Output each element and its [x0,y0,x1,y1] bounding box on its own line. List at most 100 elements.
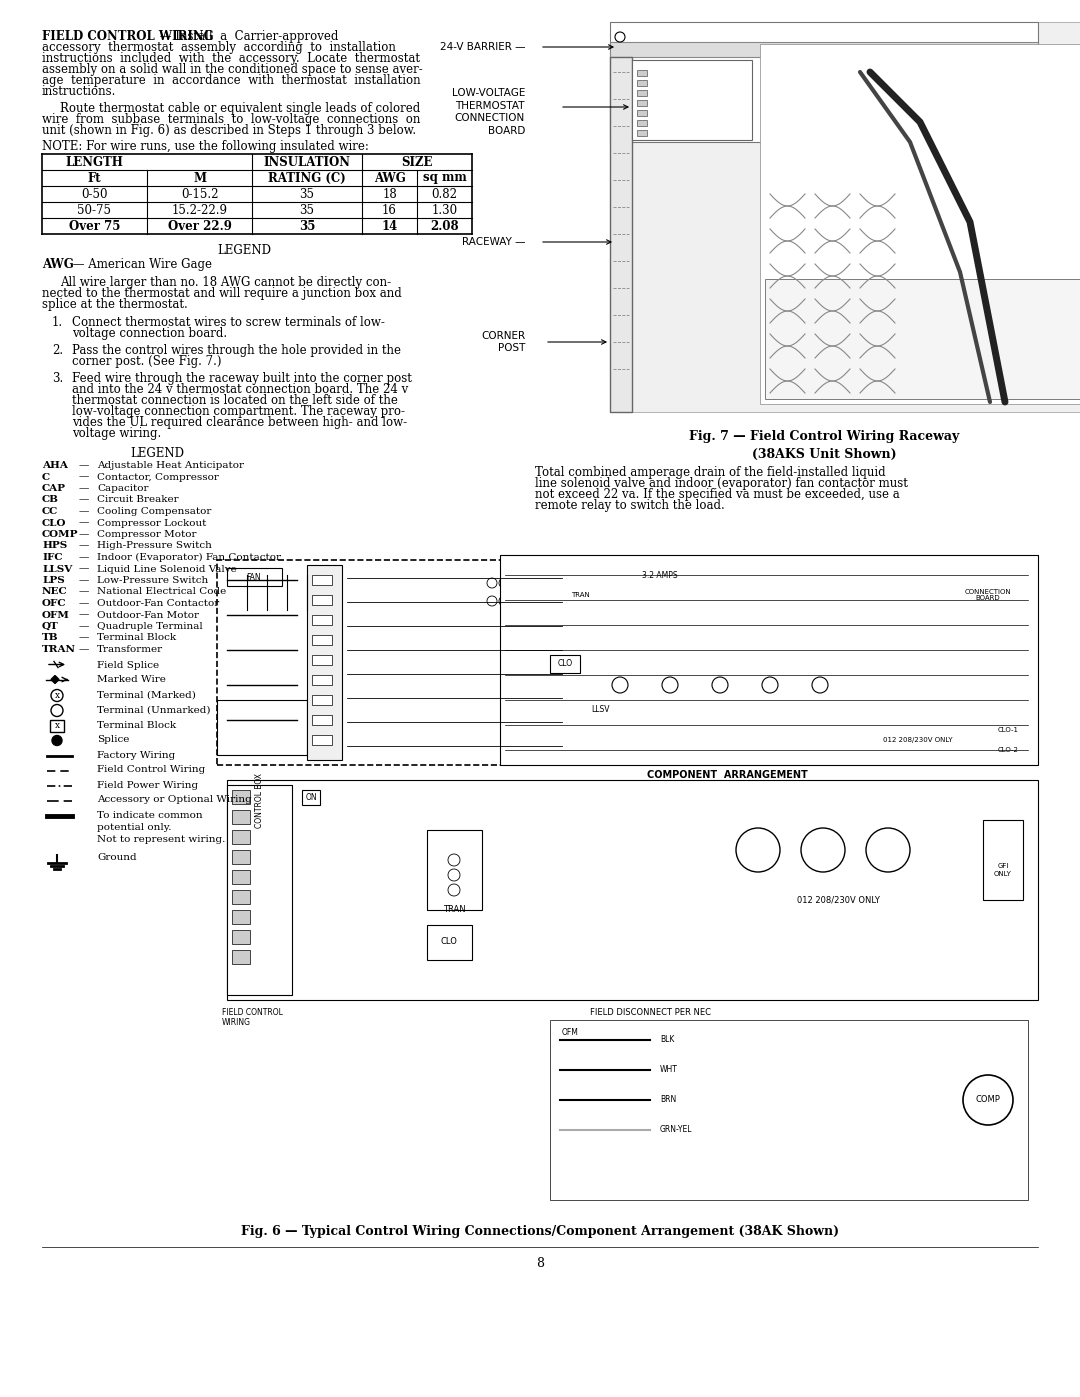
Text: 16: 16 [382,204,397,217]
Bar [550,655,580,673]
Bar [610,42,1038,57]
Bar [637,89,647,96]
Text: LOW-VOLTAGE
THERMOSTAT
CONNECTION
BOARD: LOW-VOLTAGE THERMOSTAT CONNECTION BOARD [451,88,525,136]
Text: vides the UL required clearance between high- and low-: vides the UL required clearance between … [72,416,407,429]
Text: Contactor, Compressor: Contactor, Compressor [97,472,219,482]
Text: RATING (C): RATING (C) [268,172,346,184]
Text: BRN: BRN [660,1095,676,1105]
Text: Terminal (Unmarked): Terminal (Unmarked) [97,705,211,714]
Text: Accessory or Optional Wiring: Accessory or Optional Wiring [97,795,252,805]
Text: LEGEND: LEGEND [130,447,184,460]
Text: —: — [79,553,90,562]
Text: —: — [79,622,90,631]
Text: To indicate common: To indicate common [97,810,203,820]
Text: AHA: AHA [42,461,68,469]
Text: Ground: Ground [97,852,137,862]
Text: Transformer: Transformer [97,645,163,654]
Text: LENGTH: LENGTH [66,155,123,169]
Bar [312,715,332,725]
Text: —: — [79,496,90,504]
Text: AWG: AWG [42,258,73,271]
Bar [312,655,332,665]
Bar [232,810,249,824]
Text: CB: CB [42,496,59,504]
Bar [637,110,647,116]
Text: 012 208/230V ONLY: 012 208/230V ONLY [797,895,879,904]
Bar [232,909,249,923]
Text: CAP: CAP [42,483,66,493]
Text: CLO-1: CLO-1 [998,726,1018,733]
Text: instructions  included  with  the  accessory.  Locate  thermostat: instructions included with the accessory… [42,52,420,66]
Text: Connect thermostat wires to screw terminals of low-: Connect thermostat wires to screw termin… [72,316,384,330]
Text: voltage wiring.: voltage wiring. [72,427,161,440]
Text: FIELD DISCONNECT PER NEC: FIELD DISCONNECT PER NEC [590,1009,711,1017]
Bar [312,694,332,705]
Circle shape [615,32,625,42]
Text: — American Wire Gage: — American Wire Gage [69,258,212,271]
Text: not exceed 22 va. If the specified va must be exceeded, use a: not exceed 22 va. If the specified va mu… [535,488,900,502]
Bar [312,576,332,585]
Text: CONNECTION
BOARD: CONNECTION BOARD [964,588,1011,602]
Text: accessory  thermostat  assembly  according  to  installation: accessory thermostat assembly according … [42,41,396,54]
Text: 8: 8 [536,1257,544,1270]
Bar [307,564,342,760]
Text: M: M [193,172,206,184]
Text: 0-15.2: 0-15.2 [180,187,218,201]
Text: CORNER
POST: CORNER POST [481,331,525,353]
Bar [632,60,752,140]
Text: low-voltage connection compartment. The raceway pro-: low-voltage connection compartment. The … [72,405,405,418]
Text: Circuit Breaker: Circuit Breaker [97,496,178,504]
Text: Over 75: Over 75 [69,219,120,232]
Text: QT: QT [42,622,58,631]
Text: 3.: 3. [52,372,64,386]
Text: INSULATION: INSULATION [264,155,351,169]
Text: AWG: AWG [374,172,405,184]
Text: TRAN: TRAN [42,645,76,654]
Text: ON: ON [306,792,316,802]
Text: —: — [79,483,90,493]
Text: 35: 35 [299,219,315,232]
Text: CLO-2: CLO-2 [998,747,1018,753]
Text: Route thermostat cable or equivalent single leads of colored: Route thermostat cable or equivalent sin… [60,102,420,115]
Text: CLO: CLO [557,659,572,669]
Text: 35: 35 [299,187,314,201]
Bar [312,675,332,685]
Text: x: x [54,721,59,731]
Text: remote relay to switch the load.: remote relay to switch the load. [535,499,725,511]
Text: 2.08: 2.08 [430,219,459,232]
Text: unit (shown in Fig. 6) as described in Steps 1 through 3 below.: unit (shown in Fig. 6) as described in S… [42,124,416,137]
Text: Indoor (Evaporator) Fan Contactor: Indoor (Evaporator) Fan Contactor [97,553,281,562]
Text: Terminal Block: Terminal Block [97,721,176,729]
Text: 35: 35 [299,204,314,217]
Text: CC: CC [42,507,58,515]
Text: splice at the thermostat.: splice at the thermostat. [42,298,188,312]
Text: Field Power Wiring: Field Power Wiring [97,781,198,789]
Text: —: — [79,507,90,515]
Text: Cooling Compensator: Cooling Compensator [97,507,212,515]
Bar [312,615,332,624]
Text: BLK: BLK [660,1035,674,1045]
Text: 3.2 AMPS: 3.2 AMPS [643,570,678,580]
Text: 0-50: 0-50 [81,187,108,201]
Bar [232,849,249,863]
Text: Outdoor-Fan Motor: Outdoor-Fan Motor [97,610,199,619]
Text: COMP: COMP [975,1095,1000,1105]
Text: FIELD CONTROL
WIRING: FIELD CONTROL WIRING [222,1009,283,1027]
Text: CLO: CLO [42,518,67,528]
Text: OFC: OFC [42,599,67,608]
Text: 50-75: 50-75 [78,204,111,217]
Text: age  temperature  in  accordance  with  thermostat  installation: age temperature in accordance with therm… [42,74,420,87]
Text: High-Pressure Switch: High-Pressure Switch [97,542,212,550]
Text: LEGEND: LEGEND [217,244,271,257]
Text: —: — [79,588,90,597]
Bar [227,569,282,585]
Bar [227,780,1038,1000]
Text: WHT: WHT [660,1066,678,1074]
Text: National Electrical Code: National Electrical Code [97,588,226,597]
Bar [637,101,647,106]
Text: 18: 18 [382,187,396,201]
Text: LLSV: LLSV [591,705,609,714]
Bar [550,1020,1028,1200]
Text: FAN: FAN [246,573,261,581]
Text: —: — [79,472,90,482]
